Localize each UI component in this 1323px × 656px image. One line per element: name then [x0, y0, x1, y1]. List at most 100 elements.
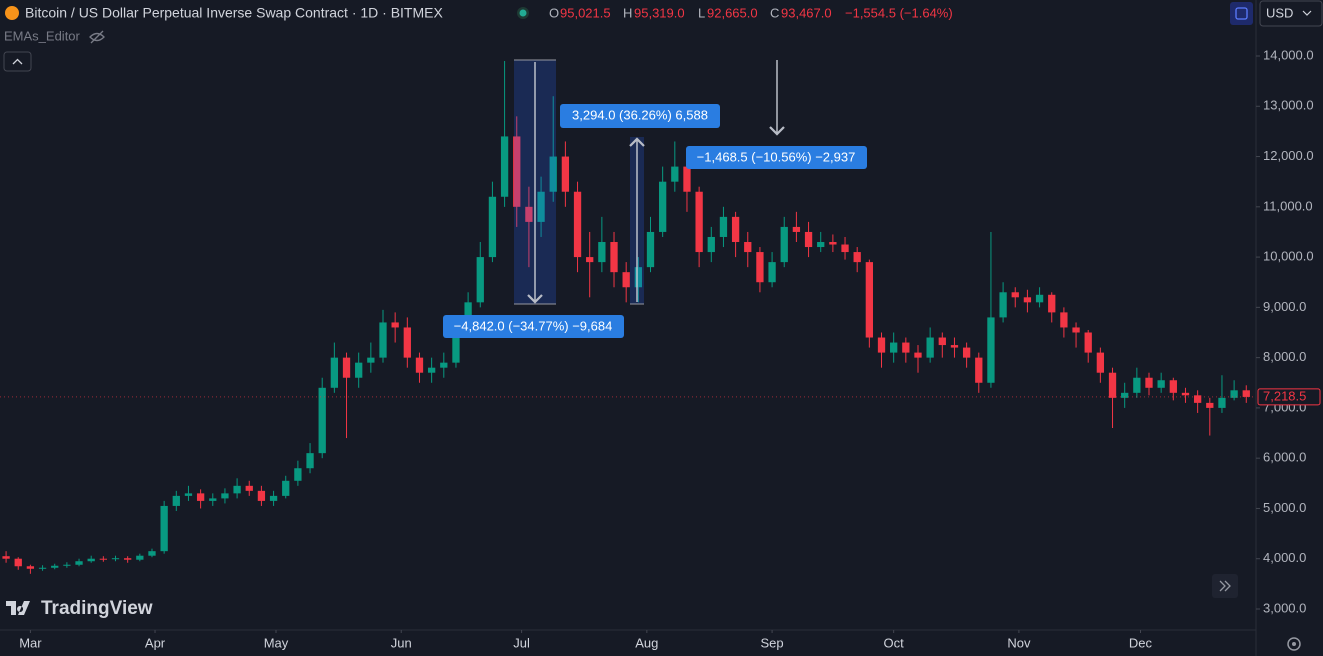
candle-body: [99, 558, 107, 560]
candle-body: [987, 317, 995, 383]
candle-body: [500, 136, 509, 197]
y-tick-label: 5,000.0: [1263, 500, 1306, 515]
candle-body: [975, 357, 983, 383]
candle-body: [415, 357, 424, 373]
candle-body: [87, 558, 95, 562]
candle-body: [257, 490, 266, 501]
candle-body: [1169, 380, 1177, 393]
candle-body: [659, 181, 667, 232]
candle-body: [768, 262, 776, 283]
candle-body: [610, 242, 618, 273]
scroll-icon: [1219, 580, 1231, 592]
candle-body: [1035, 294, 1044, 303]
measure-label-box: [560, 104, 720, 128]
x-tick-label: Jul: [513, 635, 530, 650]
candle-body: [355, 362, 363, 378]
candle-body: [476, 257, 484, 303]
y-tick-label: 3,000.0: [1263, 600, 1306, 615]
candle-body: [622, 272, 630, 288]
candle-body: [1023, 297, 1032, 303]
candle-body: [780, 226, 788, 263]
candle-body: [598, 242, 606, 263]
candle-body: [294, 468, 302, 481]
candle-body: [1206, 402, 1214, 408]
x-tick-label: Apr: [145, 635, 166, 650]
candle-body: [391, 322, 399, 328]
settings-button[interactable]: [1287, 637, 1301, 651]
candle-body: [196, 493, 205, 501]
candle-body: [124, 558, 132, 560]
y-tick-label: 12,000.0: [1263, 148, 1314, 163]
candle-body: [330, 357, 339, 388]
candle-body: [1048, 294, 1056, 313]
ohlc-value: 95,021.5: [560, 5, 611, 20]
y-tick-label: 8,000.0: [1263, 349, 1306, 364]
x-tick-label: Jun: [391, 635, 412, 650]
measure-label: 3,294.0 (36.26%) 6,588: [572, 107, 708, 122]
currency-button[interactable]: [1259, 0, 1323, 27]
measure-label: −1,468.5 (−10.56%) −2,937: [697, 149, 856, 164]
candle-body: [756, 252, 764, 283]
candle-body: [1230, 390, 1238, 398]
candle-body: [537, 191, 545, 222]
candle-body: [877, 337, 886, 353]
x-tick-label: Mar: [19, 635, 42, 650]
candle-body: [1242, 390, 1250, 397]
candle-body: [26, 566, 35, 569]
candle-body: [136, 555, 144, 560]
candle-body: [160, 505, 168, 552]
ohlc-value: 92,665.0: [707, 5, 758, 20]
candle-body: [573, 191, 582, 258]
ohlc-key: C: [770, 5, 779, 20]
candle-body: [1121, 392, 1129, 398]
candle-body: [1072, 327, 1080, 333]
candle-body: [914, 352, 922, 358]
candle-body: [744, 242, 752, 253]
candle-body: [999, 292, 1007, 318]
y-tick-label: 11,000.0: [1263, 198, 1313, 213]
candle-body: [452, 327, 460, 363]
candle-body: [51, 565, 59, 568]
change: −1,554.5 (−1.64%): [845, 5, 953, 20]
visibility-icon[interactable]: [89, 30, 105, 44]
ohlc-key: L: [698, 5, 705, 20]
toolbar-icon: [1235, 7, 1248, 20]
candle-body: [464, 302, 472, 328]
candle-body: [1218, 397, 1226, 408]
y-tick-label: 14,000.0: [1263, 47, 1314, 62]
collapse-button[interactable]: [3, 51, 32, 72]
plot-area: [0, 61, 1256, 574]
candle-body: [525, 206, 533, 222]
collapse-icon: [12, 58, 23, 65]
last-price-box: [1257, 388, 1321, 406]
candle-body: [14, 558, 22, 567]
candle-body: [695, 191, 703, 253]
ohlc-key: H: [623, 5, 632, 20]
settings-icon: [1292, 642, 1296, 646]
candle-body: [172, 495, 180, 506]
candle-body: [184, 493, 193, 496]
candle-body: [938, 337, 946, 346]
candle-body: [513, 136, 521, 207]
symbol-title[interactable]: Bitcoin / US Dollar Perpetual Inverse Sw…: [25, 5, 443, 21]
x-tick-label: Aug: [635, 635, 658, 650]
candle-body: [233, 485, 241, 494]
toolbar-button[interactable]: [1230, 2, 1253, 25]
brand-logo: [6, 601, 30, 615]
candle-body: [792, 226, 801, 232]
candle-body: [817, 242, 825, 248]
candle-body: [719, 216, 728, 237]
y-tick-label: 4,000.0: [1263, 550, 1306, 565]
indicator-name[interactable]: EMAs_Editor: [4, 28, 81, 43]
candle-body: [902, 342, 910, 353]
candle-body: [63, 564, 71, 566]
candle-body: [865, 262, 873, 338]
candle-body: [683, 166, 691, 192]
currency: USD: [1266, 5, 1293, 20]
candle-body: [1133, 377, 1141, 393]
candle-body: [634, 267, 642, 288]
candle-body: [707, 236, 715, 253]
measure-label-box: [686, 146, 867, 169]
